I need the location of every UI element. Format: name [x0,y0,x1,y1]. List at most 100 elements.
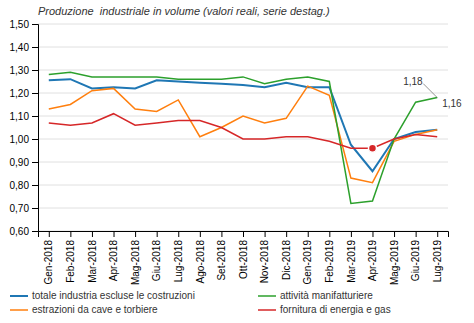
y-tick: 0,60 [10,226,38,237]
x-tick: Feb-2018 [65,231,76,283]
y-axis-line [32,25,39,232]
series-line [49,86,437,183]
annotations: 1,18 1,16 [403,76,462,109]
x-tick-mark [178,231,179,237]
x-tick-label: Set-2018 [216,240,227,281]
legend-swatch [258,295,276,297]
x-tick: Mag-2019 [389,231,400,285]
y-tick-mark [32,139,38,140]
x-tick-label: Giu-2018 [151,240,162,282]
y-tick: 1,40 [10,42,38,53]
y-tick-label: 1,50 [10,19,30,30]
x-tick: Feb-2019 [324,231,335,283]
y-tick-label: 1,00 [10,134,30,145]
x-tick: Gen-2018 [43,231,54,284]
x-tick: Lug-2019 [432,231,443,282]
x-tick-mark [92,231,93,237]
annotation: 1,18 [403,76,423,87]
grid-line [38,70,448,71]
y-tick: 1,50 [10,19,38,30]
annotation-arrow [423,84,437,98]
grid-line [38,208,448,209]
x-tick: Mar-2019 [346,231,357,283]
x-tick: Dic-2018 [281,231,292,280]
x-tick: Giu-2018 [151,231,162,281]
x-tick: Nov-2018 [259,231,270,283]
x-tick-mark [416,231,417,237]
y-tick-mark [32,162,38,163]
x-tick: Giu-2019 [410,231,421,281]
series-line [49,79,437,171]
x-tick-mark [308,231,309,237]
grid-line [38,93,448,94]
y-axis: 0,600,700,800,901,001,101,201,301,401,50 [10,19,39,237]
marks [49,72,437,203]
legend-item: estrazioni da cave e torbiere [10,304,158,315]
y-tick-label: 0,80 [10,180,30,191]
x-tick-mark [243,231,244,237]
y-tick-mark [32,116,38,117]
x-tick-label: Mar-2019 [346,240,357,283]
y-tick: 1,30 [10,65,38,76]
y-tick-mark [32,231,38,232]
grid-line [38,24,448,25]
legend-item: attività manifatturiere [258,290,373,301]
x-tick-mark [329,231,330,237]
y-tick-label: 1,20 [10,88,30,99]
legend-swatch [10,295,28,297]
legend-label: estrazioni da cave e torbiere [32,304,158,315]
x-tick-label: Ott-2018 [238,240,249,279]
x-tick-mark [351,231,352,237]
x-tick-label: Feb-2018 [65,240,76,283]
series-line [49,114,437,149]
x-axis-line [39,232,449,238]
x-axis: Gen-2018Feb-2018Mar-2018Apr-2018Mag-2018… [39,231,449,285]
x-tick-label: Nov-2018 [259,240,270,284]
x-tick-mark [372,231,373,237]
x-tick: Mag-2018 [130,231,141,285]
grid-line [38,47,448,48]
y-tick: 1,10 [10,111,38,122]
annotation: 1,16 [442,98,462,109]
x-tick-mark [394,231,395,237]
x-tick-mark [135,231,136,237]
x-tick-label: Ago-2018 [195,240,206,284]
x-tick: Ago-2018 [195,231,206,283]
x-tick-mark [114,231,115,237]
chart: Produzione industriale in volume (valori… [0,0,474,323]
grid-line [38,185,448,186]
x-tick-mark [221,231,222,237]
legend-item: totale industria escluse le costruzioni [10,290,195,301]
y-tick-mark [32,208,38,209]
y-tick-mark [32,47,38,48]
y-tick-mark [32,93,38,94]
x-tick: Set-2018 [216,231,227,281]
x-tick-label: Gen-2018 [43,240,54,285]
x-tick-label: Mag-2018 [130,240,141,285]
y-tick-label: 1,40 [10,42,30,53]
x-tick-mark [49,231,50,237]
legend-swatch [10,309,28,311]
x-tick-label: Giu-2019 [410,240,421,282]
x-tick-label: Apr-2019 [367,240,378,282]
legend-label: totale industria escluse le costruzioni [32,290,195,301]
x-tick-label: Lug-2019 [432,240,443,283]
x-tick: Gen-2019 [302,231,313,284]
x-tick-mark [265,231,266,237]
y-tick: 0,80 [10,180,38,191]
y-tick: 0,90 [10,157,38,168]
y-tick-label: 1,30 [10,65,30,76]
x-tick: Apr-2018 [108,231,119,281]
x-tick-mark [286,231,287,237]
x-tick-label: Feb-2019 [324,240,335,283]
x-tick-label: Dic-2018 [281,240,292,280]
x-tick-mark [70,231,71,237]
legend-item: fornitura di energia e gas [258,304,391,315]
legend-label: attività manifatturiere [280,290,373,301]
x-tick-mark [437,231,438,237]
x-tick-label: Lug-2018 [173,240,184,283]
y-tick-mark [32,185,38,186]
y-tick-label: 1,10 [10,111,30,122]
x-tick-label: Gen-2019 [302,240,313,285]
plot: 0,600,700,800,901,001,101,201,301,401,50… [10,19,463,285]
